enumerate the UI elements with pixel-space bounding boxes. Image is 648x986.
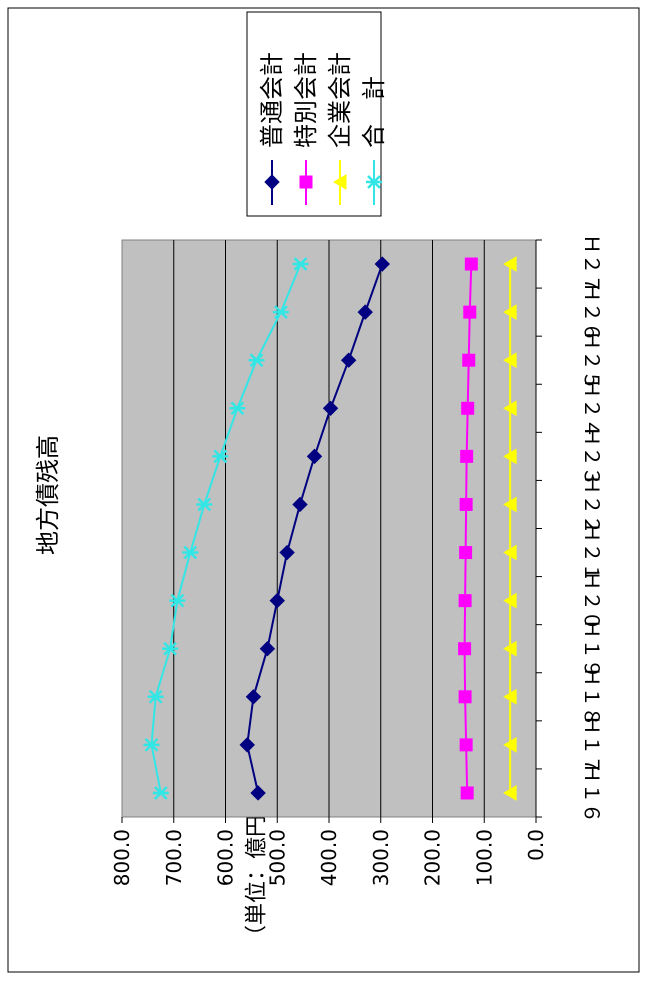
- data-point: [503, 400, 517, 417]
- series-4: [143, 257, 309, 800]
- y-axis-title-visible: （単位：億円）: [245, 793, 270, 947]
- data-point: [269, 592, 285, 609]
- data-point: [239, 737, 255, 753]
- data-point: [503, 640, 517, 657]
- legend-item: 特別会計: [292, 52, 320, 205]
- chart-title: 地方債残高: [34, 435, 62, 555]
- data-point: [340, 352, 357, 368]
- data-point: [248, 353, 265, 368]
- series-group: [143, 256, 517, 801]
- data-point: [196, 497, 213, 512]
- series-3: [503, 256, 517, 801]
- data-point: [503, 592, 517, 609]
- x-tick-label: Ｈ２２: [580, 474, 604, 534]
- y-tick-label: 700.0: [162, 829, 186, 886]
- series-line: [150, 263, 302, 794]
- data-point: [503, 544, 517, 561]
- legend-marker: [366, 175, 382, 189]
- x-tick-label: Ｈ２４: [580, 378, 604, 438]
- legend-marker: [299, 175, 313, 189]
- y-tick-label: 600.0: [214, 829, 238, 886]
- series-line: [246, 263, 384, 794]
- data-point: [503, 688, 517, 705]
- x-tick-label: Ｈ２６: [580, 282, 604, 342]
- data-point: [458, 594, 472, 608]
- legend-marker: [333, 174, 347, 190]
- data-point: [503, 256, 517, 272]
- legend-label: 企業会計: [326, 52, 354, 148]
- legend-item: 企業会計: [326, 52, 354, 205]
- data-point: [162, 641, 179, 656]
- data-point: [464, 257, 478, 271]
- data-point: [147, 689, 164, 704]
- data-point: [272, 305, 289, 320]
- data-point: [461, 401, 475, 415]
- x-tick-label: Ｈ１８: [580, 667, 604, 727]
- data-point: [143, 737, 160, 752]
- legend-item: 普通会計: [258, 52, 286, 205]
- y-tick-label: 200.0: [421, 829, 445, 886]
- data-point: [503, 448, 517, 465]
- legend-item: 合 計: [360, 76, 388, 205]
- x-tick-label: Ｈ２３: [580, 426, 604, 486]
- data-point: [458, 690, 472, 704]
- y-tick-label: 800.0: [110, 829, 134, 886]
- x-tick-label: Ｈ１９: [580, 619, 604, 679]
- x-tick-label: Ｈ２１: [580, 523, 604, 583]
- y-tick-label: 500.0: [265, 829, 289, 886]
- data-point: [322, 400, 339, 416]
- data-point: [459, 497, 473, 511]
- x-tick-label: Ｈ１６: [580, 763, 604, 823]
- data-point: [463, 305, 477, 319]
- data-point: [460, 449, 474, 463]
- series-line: [463, 264, 473, 793]
- data-point: [503, 785, 517, 801]
- x-tick-label: Ｈ２５: [580, 330, 604, 390]
- data-point: [182, 545, 199, 560]
- series-1: [239, 256, 391, 801]
- x-tick-label: Ｈ２０: [580, 571, 604, 631]
- x-tick-label: Ｈ２７: [580, 234, 604, 294]
- data-point: [292, 257, 309, 271]
- data-point: [503, 496, 517, 513]
- data-point: [503, 304, 517, 320]
- data-point: [503, 737, 517, 753]
- data-point: [259, 641, 276, 657]
- legend-marker: [264, 174, 280, 190]
- data-point: [503, 352, 517, 369]
- y-tick-label: 100.0: [472, 829, 496, 886]
- y-tick-label: 0.0: [524, 829, 548, 861]
- data-point: [459, 546, 473, 560]
- data-point: [229, 401, 246, 416]
- data-point: [245, 689, 262, 705]
- data-point: [152, 786, 169, 800]
- legend-label: 普通会計: [258, 52, 286, 148]
- legend-label: 合 計: [360, 76, 388, 148]
- data-point: [459, 738, 473, 752]
- data-point: [212, 449, 229, 464]
- data-point: [169, 593, 186, 608]
- data-point: [462, 353, 476, 367]
- legend-label: 特別会計: [292, 52, 320, 148]
- legend: 普通会計 特別会計 企業会計合 計: [246, 11, 388, 217]
- data-point: [374, 256, 391, 272]
- y-tick-labels: 0.0 100.0 200.0 300.0 400.0 500.0 600.0 700.0 80…: [110, 829, 548, 886]
- data-point: [279, 544, 295, 561]
- data-point: [357, 304, 373, 320]
- data-point: [306, 448, 323, 465]
- x-tick-label: Ｈ１７: [580, 715, 604, 775]
- series-2: [458, 257, 478, 800]
- data-point: [250, 785, 266, 801]
- y-tick-label: 400.0: [317, 829, 341, 886]
- data-point: [460, 786, 474, 800]
- gridlines: [121, 239, 542, 823]
- data-point: [458, 642, 472, 656]
- data-point: [292, 496, 308, 513]
- y-tick-label: 300.0: [369, 829, 393, 886]
